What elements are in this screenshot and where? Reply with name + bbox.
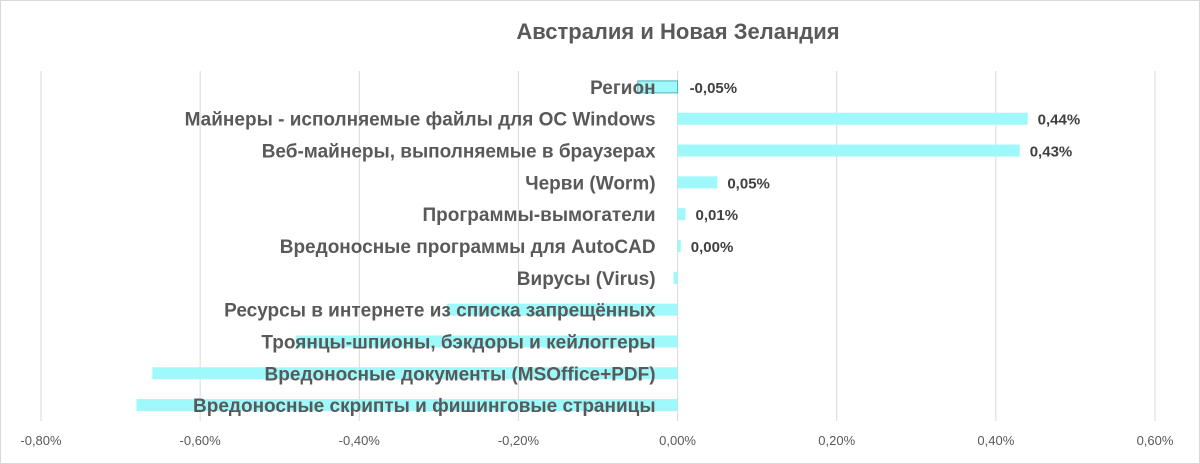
x-tick-label: 0,60% <box>1137 433 1174 448</box>
x-tick-label: 0,40% <box>977 433 1014 448</box>
category-labels: Регион Майнеры - исполняемые файлы для ОС… <box>185 78 656 417</box>
category-label: Вредоносные документы (MSOffice+PDF) <box>265 364 656 385</box>
category-label: Ресурсы в интернете из списка запрещённы… <box>224 301 656 322</box>
category-label: Веб-майнеры, выполняемые в браузерах <box>262 142 656 163</box>
bar <box>677 240 681 252</box>
bar <box>677 208 686 221</box>
category-label: Вирусы (Virus) <box>517 269 656 290</box>
category-label: Майнеры - исполняемые файлы для ОС Windo… <box>185 110 656 131</box>
x-axis-ticks: -0,80% -0,60% -0,40% -0,20% 0,00% 0,20% 0,40% 0… <box>20 433 1173 448</box>
x-tick-label: 0,00% <box>659 433 696 448</box>
data-label: 0,00% <box>691 239 734 256</box>
bar <box>136 399 678 412</box>
bar <box>295 335 678 348</box>
data-label: 0,43% <box>1030 144 1073 161</box>
bar <box>446 303 678 316</box>
bar <box>677 112 1028 125</box>
x-tick-label: -0,80% <box>20 433 62 448</box>
bar <box>677 176 718 189</box>
data-label: 0,44% <box>1038 112 1081 129</box>
bar <box>152 367 678 380</box>
data-labels: -0,05% 0,44% 0,43% 0,05% 0,01% 0,00% <box>690 80 1081 256</box>
data-label: -0,05% <box>690 80 738 97</box>
x-tick-label: -0,40% <box>339 433 381 448</box>
x-tick-label: -0,60% <box>180 433 222 448</box>
bar <box>673 271 678 284</box>
bar <box>677 144 1020 157</box>
category-label: Троянцы-шпионы, бэкдоры и кейлоггеры <box>261 332 655 353</box>
bars <box>136 80 1028 412</box>
x-tick-label: -0,20% <box>498 433 540 448</box>
category-label: Регион <box>590 78 655 99</box>
category-label: Вредоносные программы для AutoCAD <box>280 237 656 258</box>
chart-title: Австралия и Новая Зеландия <box>516 19 839 44</box>
category-label: Программы-вымогатели <box>423 205 656 226</box>
data-label: 0,05% <box>727 175 770 192</box>
x-tick-label: 0,20% <box>818 433 855 448</box>
category-label: Черви (Worm) <box>525 173 655 194</box>
category-label: Вредоносные скрипты и фишинговые страниц… <box>193 396 656 417</box>
bar <box>637 80 679 94</box>
data-label: 0,01% <box>696 207 739 224</box>
